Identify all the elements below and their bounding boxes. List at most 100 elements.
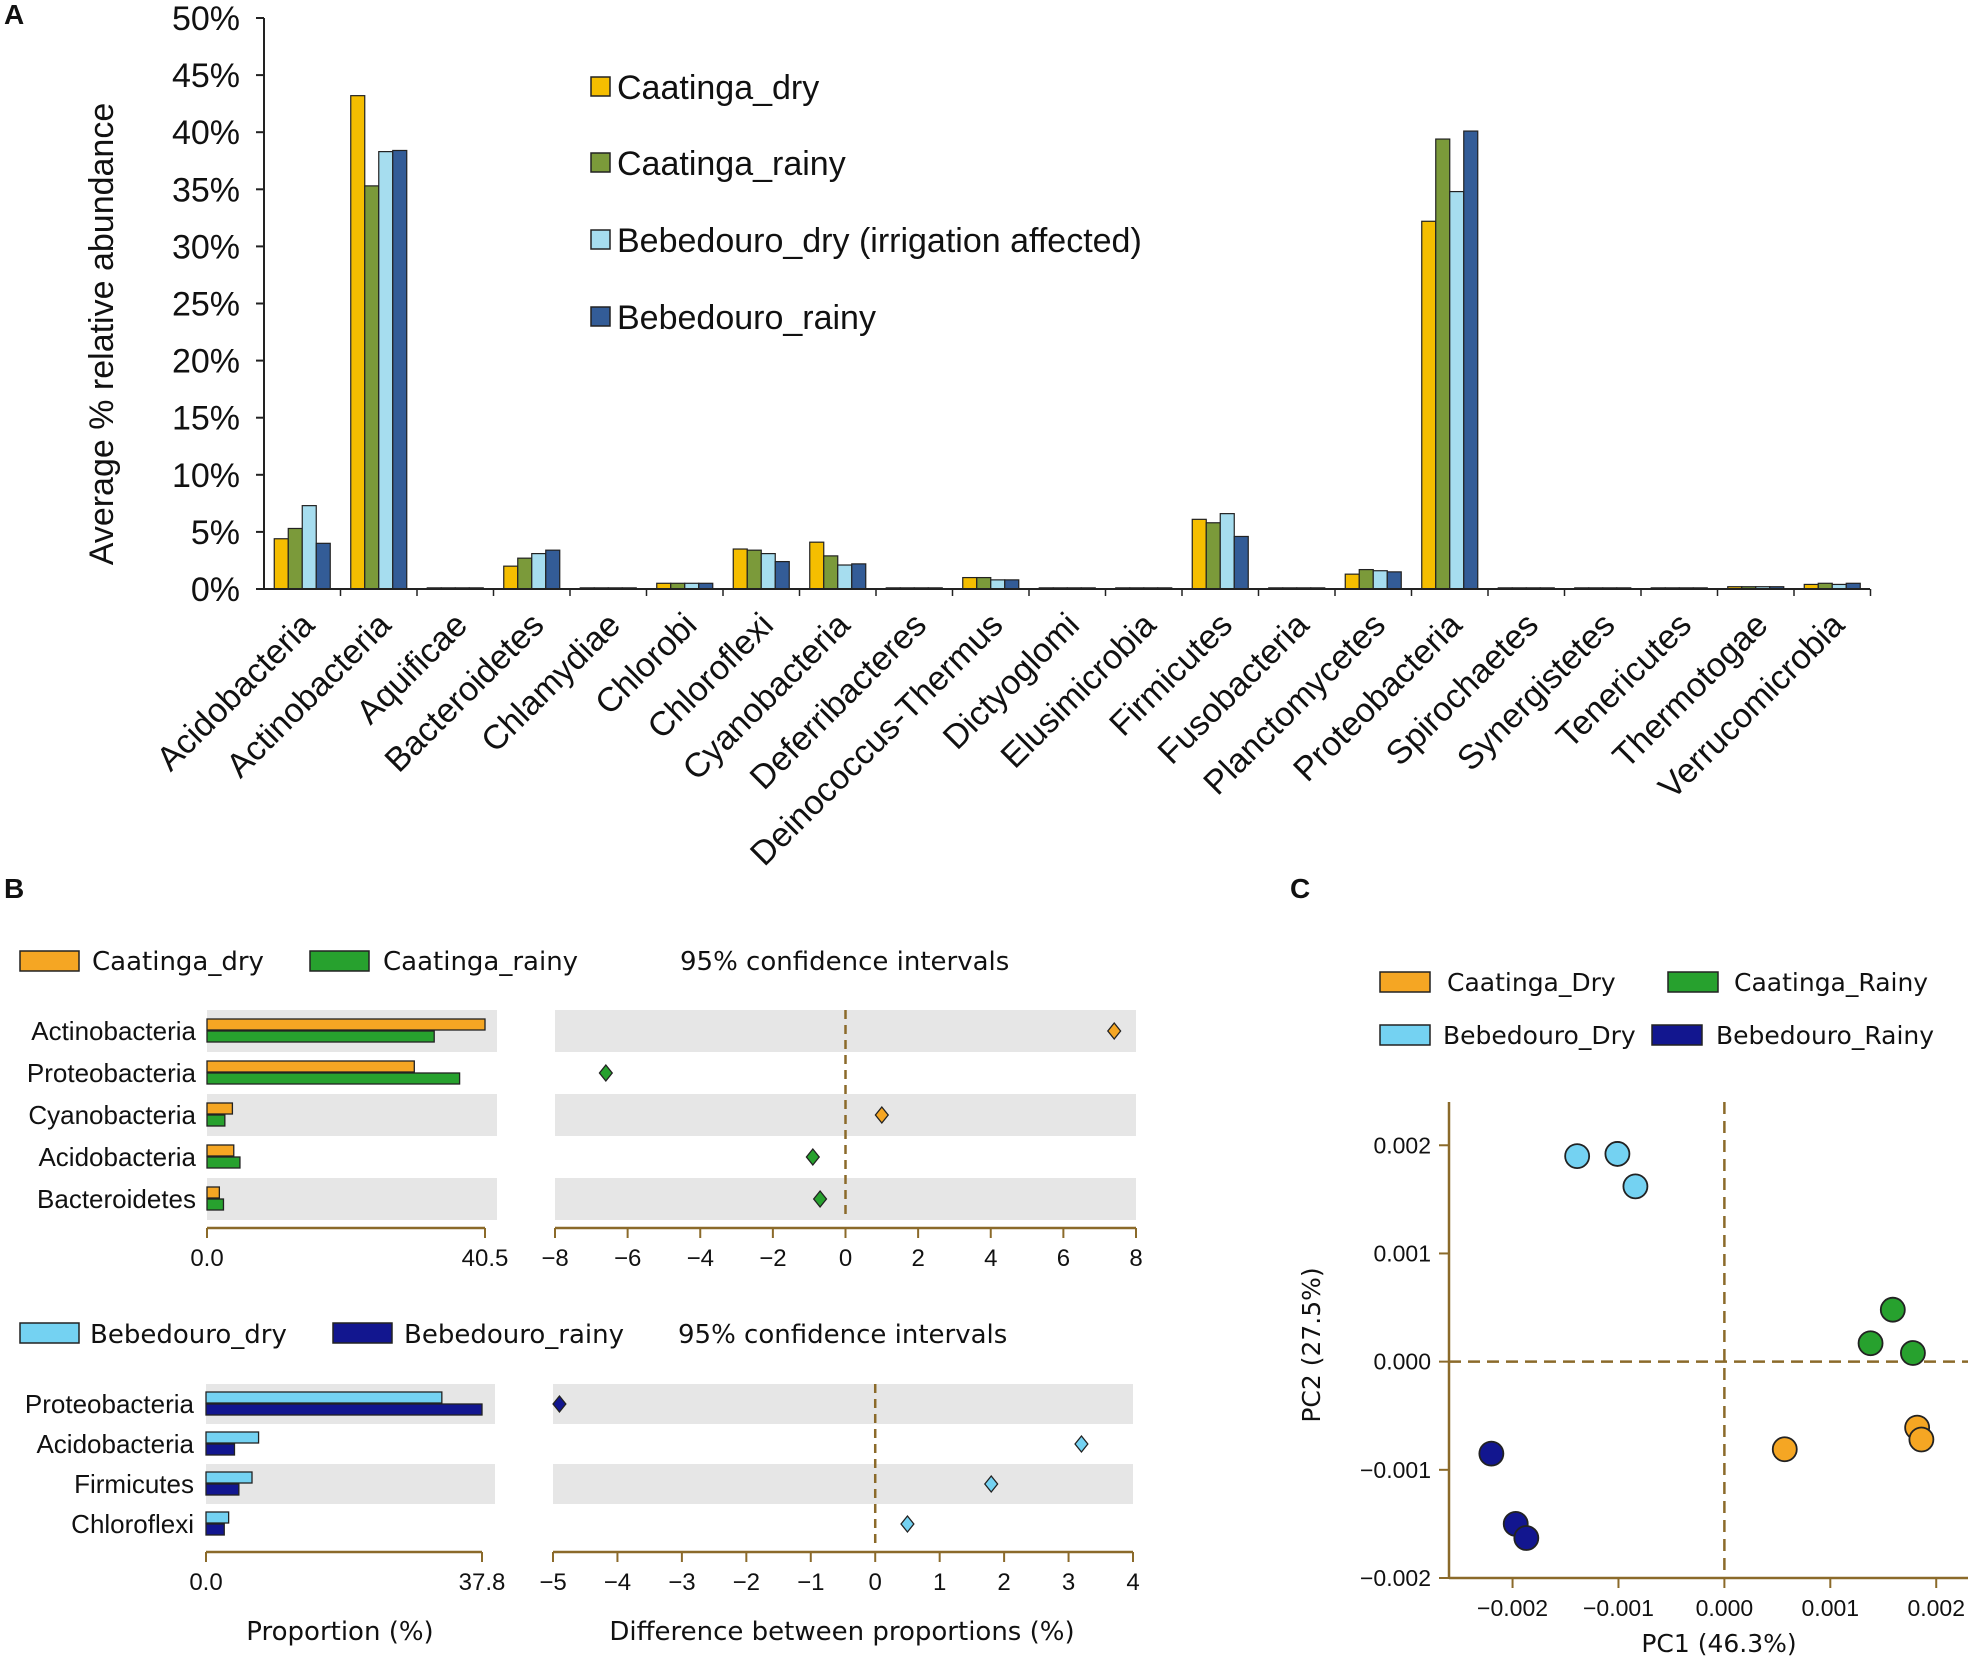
- difference-tick-label: 1: [933, 1569, 946, 1596]
- difference-point-proteobacteria: [598, 1063, 614, 1083]
- category-label-proteobacteria: Proteobacteria: [25, 1389, 195, 1419]
- pc1-tick-label: −0.001: [1583, 1595, 1654, 1621]
- bar-proteobacteria-bebedouro-dry-irrigation-affected: [1449, 190, 1465, 590]
- difference-point-actinobacteria: [1106, 1021, 1122, 1041]
- bar-planctomycetes-bebedouro-rainy: [1386, 571, 1402, 590]
- y-tick-label: 0%: [191, 571, 240, 609]
- difference-tick-label: 8: [1129, 1245, 1142, 1272]
- category-label-actinobacteria: Actinobacteria: [31, 1016, 196, 1046]
- legend-swatch-caatinga-rainy: [590, 152, 611, 173]
- difference-tick-label: −2: [733, 1569, 760, 1596]
- proportion-tick-label: 40.5: [462, 1245, 509, 1272]
- difference-tick-label: −4: [687, 1245, 714, 1272]
- bar-cyanobacteria-caatinga-dry: [809, 541, 825, 590]
- legend-swatch-b-caatinga-dry: [19, 950, 80, 972]
- bar-acidobacteria-bebedouro-dry-irrigation-affected: [301, 505, 317, 590]
- point-bebedouro-dry-3: [1622, 1173, 1649, 1200]
- difference-tick-label: −3: [668, 1569, 695, 1596]
- difference-tick-label: 4: [1126, 1569, 1139, 1596]
- panel-b-top-ci-title: 95% confidence intervals: [680, 947, 1009, 977]
- bar-deinococcus-thermus-caatinga-rainy: [976, 576, 992, 590]
- bar-actinobacteria-caatinga-dry: [350, 95, 366, 590]
- panel-a-x-ticks: AcidobacteriaActinobacteriaAquificaeBact…: [149, 589, 1872, 873]
- pc1-tick-label: 0.002: [1907, 1595, 1965, 1621]
- legend-label-caatinga-dry: Caatinga_dry: [617, 69, 819, 107]
- bar-planctomycetes-bebedouro-dry-irrigation-affected: [1372, 570, 1388, 590]
- category-label-bacteroidetes: Bacteroidetes: [37, 1184, 196, 1214]
- y-tick-label: 40%: [172, 114, 240, 152]
- legend-label-b-bebedouro-dry: Bebedouro_dry: [90, 1320, 287, 1350]
- difference-tick-label: −8: [541, 1245, 568, 1272]
- y-tick-label: 25%: [172, 286, 240, 324]
- pc2-tick-label: 0.000: [1373, 1349, 1431, 1375]
- category-label-acidobacteria: Acidobacteria: [36, 1429, 194, 1459]
- pc2-tick-label: 0.002: [1373, 1132, 1431, 1158]
- panel-a-y-ticks: 0% 5% 10% 15% 20% 25% 30% 35% 40% 45% 50%: [172, 0, 265, 609]
- y-tick-label: 45%: [172, 57, 240, 95]
- proportion-bar-chloroflexi-bebedouro-dry: [205, 1511, 230, 1524]
- proportion-bar-acidobacteria-caatinga-dry: [206, 1144, 235, 1157]
- bar-bacteroidetes-bebedouro-rainy: [545, 549, 561, 590]
- panel-c: C Caatinga_Dry Caatinga_Rainy Bebedouro_…: [1290, 873, 1968, 1658]
- bar-cyanobacteria-bebedouro-rainy: [851, 563, 867, 590]
- pc1-tick-label: 0.001: [1802, 1595, 1860, 1621]
- difference-point-bacteroidetes: [812, 1189, 828, 1209]
- bar-planctomycetes-caatinga-rainy: [1358, 568, 1374, 590]
- panel-a-bars: [273, 95, 1861, 590]
- legend-swatch-c-bebedouro-rainy: [1651, 1024, 1703, 1046]
- category-label-proteobacteria: Proteobacteria: [27, 1058, 197, 1088]
- difference-tick-label: 3: [1062, 1569, 1075, 1596]
- y-tick-label: 20%: [172, 343, 240, 381]
- difference-point-acidobacteria: [805, 1147, 821, 1167]
- bar-actinobacteria-bebedouro-rainy: [392, 149, 408, 590]
- category-label-acidobacteria: Acidobacteria: [38, 1142, 196, 1172]
- legend-label-caatinga-rainy: Caatinga_rainy: [617, 145, 846, 183]
- point-caatinga-dry-3: [1908, 1426, 1935, 1453]
- difference-point-acidobacteria: [1074, 1434, 1089, 1454]
- difference-tick-label: 0: [869, 1569, 882, 1596]
- panel-a-legend: Caatinga_dry Caatinga_rainy Bebedouro_dr…: [590, 69, 1142, 337]
- bar-chloroflexi-bebedouro-rainy: [774, 560, 790, 590]
- panel-c-legend: Caatinga_Dry Caatinga_Rainy Bebedouro_Dr…: [1379, 968, 1934, 1050]
- bar-proteobacteria-caatinga-rainy: [1435, 138, 1451, 590]
- panel-label-a: A: [4, 0, 24, 30]
- legend-label-b-caatinga-dry: Caatinga_dry: [92, 947, 264, 977]
- bar-actinobacteria-caatinga-rainy: [364, 185, 380, 590]
- proportion-bar-bacteroidetes-caatinga-dry: [206, 1186, 221, 1199]
- panel-label-c: C: [1290, 873, 1310, 904]
- legend-label-c-bebedouro-rainy: Bebedouro_Rainy: [1716, 1021, 1934, 1050]
- panel-c-plot: −0.002 −0.001 0.000 0.001 0.002 −0.002 −0.001 0…: [1360, 1102, 1968, 1621]
- panel-a-y-axis-label: Average % relative abundance: [83, 103, 121, 565]
- bar-firmicutes-caatinga-rainy: [1205, 522, 1221, 590]
- pc2-tick-label: 0.001: [1373, 1240, 1431, 1266]
- proportion-bar-chloroflexi-bebedouro-rainy: [205, 1523, 225, 1536]
- proportion-bar-acidobacteria-caatinga-rainy: [206, 1156, 241, 1169]
- panel-b-bottom-chart: Proteobacteria Acidobacteria Firmicutes Chl…: [25, 1384, 1140, 1596]
- bar-cyanobacteria-bebedouro-dry-irrigation-affected: [837, 564, 853, 590]
- panel-label-b: B: [4, 873, 24, 904]
- difference-point-firmicutes: [983, 1474, 999, 1494]
- difference-tick-label: 6: [1057, 1245, 1070, 1272]
- proportion-bar-proteobacteria-bebedouro-dry: [205, 1391, 443, 1404]
- difference-tick-label: −6: [614, 1245, 641, 1272]
- legend-swatch-bebedouro-dry: [590, 229, 611, 250]
- category-label-firmicutes: Firmicutes: [74, 1469, 194, 1499]
- bar-actinobacteria-bebedouro-dry-irrigation-affected: [378, 151, 394, 590]
- pc1-tick-label: 0.000: [1696, 1595, 1754, 1621]
- proportion-bar-actinobacteria-caatinga-dry: [206, 1018, 486, 1031]
- legend-label-c-caatinga-dry: Caatinga_Dry: [1447, 968, 1616, 997]
- bar-deinococcus-thermus-caatinga-dry: [962, 576, 978, 590]
- proportion-bar-proteobacteria-caatinga-dry: [206, 1060, 415, 1073]
- difference-tick-label: 2: [911, 1245, 924, 1272]
- proportion-bar-acidobacteria-bebedouro-rainy: [205, 1443, 236, 1456]
- y-tick-label: 15%: [172, 400, 240, 438]
- bar-planctomycetes-caatinga-dry: [1344, 573, 1360, 590]
- proportion-bar-cyanobacteria-caatinga-rainy: [206, 1114, 226, 1127]
- bar-bacteroidetes-bebedouro-dry-irrigation-affected: [531, 552, 547, 590]
- pc2-tick-label: −0.001: [1360, 1457, 1431, 1483]
- bar-chloroflexi-caatinga-rainy: [746, 549, 762, 590]
- legend-label-bebedouro-rainy: Bebedouro_rainy: [617, 299, 876, 337]
- difference-point-chloroflexi: [900, 1514, 915, 1534]
- legend-label-c-bebedouro-dry: Bebedouro_Dry: [1443, 1021, 1636, 1050]
